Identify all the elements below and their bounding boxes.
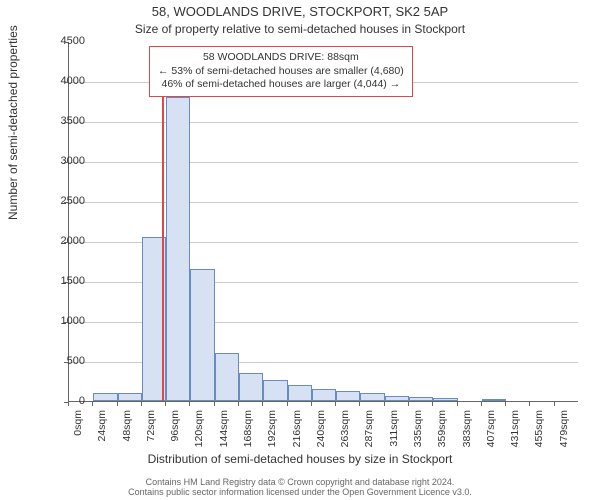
y-tick-mark bbox=[64, 162, 68, 163]
x-tick-label: 120sqm bbox=[193, 410, 205, 460]
marker-line bbox=[162, 93, 164, 401]
footer-attribution: Contains HM Land Registry data © Crown c… bbox=[0, 478, 600, 498]
chart-container: 58, WOODLANDS DRIVE, STOCKPORT, SK2 5AP … bbox=[0, 0, 600, 500]
x-tick-mark bbox=[189, 402, 190, 406]
y-tick-label: 1000 bbox=[35, 315, 85, 327]
histogram-bar bbox=[336, 391, 360, 401]
x-tick-mark bbox=[505, 402, 506, 406]
x-tick-mark bbox=[335, 402, 336, 406]
x-tick-label: 383sqm bbox=[461, 410, 473, 460]
x-tick-label: 192sqm bbox=[266, 410, 278, 460]
histogram-bar bbox=[190, 269, 214, 401]
y-tick-mark bbox=[64, 282, 68, 283]
x-tick-label: 0sqm bbox=[72, 410, 84, 460]
x-tick-mark bbox=[238, 402, 239, 406]
histogram-bar bbox=[215, 353, 239, 401]
gridline bbox=[69, 162, 578, 163]
x-tick-label: 359sqm bbox=[436, 410, 448, 460]
x-tick-label: 455sqm bbox=[533, 410, 545, 460]
plot-area: 58 WOODLANDS DRIVE: 88sqm ← 53% of semi-… bbox=[68, 42, 578, 402]
gridline bbox=[69, 122, 578, 123]
y-tick-label: 1500 bbox=[35, 275, 85, 287]
y-tick-label: 0 bbox=[35, 395, 85, 407]
x-tick-label: 407sqm bbox=[485, 410, 497, 460]
histogram-bar bbox=[263, 380, 287, 401]
y-tick-mark bbox=[64, 322, 68, 323]
x-tick-mark bbox=[165, 402, 166, 406]
footer-line2: Contains public sector information licen… bbox=[0, 488, 600, 498]
chart-subtitle: Size of property relative to semi-detach… bbox=[0, 22, 600, 36]
x-tick-mark bbox=[68, 402, 69, 406]
marker-annotation: 58 WOODLANDS DRIVE: 88sqm ← 53% of semi-… bbox=[149, 46, 413, 97]
histogram-bar bbox=[409, 397, 433, 401]
histogram-bar bbox=[118, 393, 142, 401]
histogram-bar bbox=[360, 393, 384, 401]
x-tick-label: 168sqm bbox=[242, 410, 254, 460]
x-tick-label: 144sqm bbox=[218, 410, 230, 460]
histogram-bar bbox=[385, 396, 409, 401]
x-tick-label: 216sqm bbox=[291, 410, 303, 460]
y-tick-mark bbox=[64, 82, 68, 83]
y-tick-mark bbox=[64, 362, 68, 363]
x-tick-mark bbox=[359, 402, 360, 406]
y-tick-mark bbox=[64, 242, 68, 243]
x-tick-mark bbox=[554, 402, 555, 406]
x-tick-label: 48sqm bbox=[121, 410, 133, 460]
x-tick-label: 479sqm bbox=[558, 410, 570, 460]
x-tick-label: 24sqm bbox=[96, 410, 108, 460]
histogram-bar bbox=[288, 385, 312, 401]
annotation-line3: 46% of semi-detached houses are larger (… bbox=[158, 78, 404, 92]
gridline bbox=[69, 202, 578, 203]
histogram-bar bbox=[433, 398, 457, 401]
histogram-bar bbox=[93, 393, 117, 401]
y-tick-label: 500 bbox=[35, 355, 85, 367]
y-tick-label: 2500 bbox=[35, 195, 85, 207]
histogram-bar bbox=[166, 97, 190, 401]
y-tick-mark bbox=[64, 202, 68, 203]
chart-title: 58, WOODLANDS DRIVE, STOCKPORT, SK2 5AP bbox=[0, 4, 600, 19]
x-tick-mark bbox=[214, 402, 215, 406]
x-tick-label: 96sqm bbox=[169, 410, 181, 460]
x-tick-label: 72sqm bbox=[145, 410, 157, 460]
x-tick-mark bbox=[262, 402, 263, 406]
y-tick-label: 3000 bbox=[35, 155, 85, 167]
x-tick-mark bbox=[529, 402, 530, 406]
y-tick-label: 3500 bbox=[35, 115, 85, 127]
y-axis-label: Number of semi-detached properties bbox=[6, 25, 20, 220]
y-tick-label: 4500 bbox=[35, 35, 85, 47]
histogram-bar bbox=[239, 373, 263, 401]
annotation-line1: 58 WOODLANDS DRIVE: 88sqm bbox=[158, 51, 404, 65]
x-tick-mark bbox=[432, 402, 433, 406]
x-tick-mark bbox=[408, 402, 409, 406]
x-tick-label: 287sqm bbox=[363, 410, 375, 460]
x-tick-mark bbox=[481, 402, 482, 406]
y-tick-label: 4000 bbox=[35, 75, 85, 87]
y-tick-mark bbox=[64, 42, 68, 43]
x-tick-label: 240sqm bbox=[315, 410, 327, 460]
x-tick-mark bbox=[457, 402, 458, 406]
x-tick-mark bbox=[92, 402, 93, 406]
x-tick-label: 263sqm bbox=[339, 410, 351, 460]
x-tick-label: 335sqm bbox=[412, 410, 424, 460]
x-tick-mark bbox=[384, 402, 385, 406]
histogram-bar bbox=[312, 389, 336, 401]
x-tick-label: 431sqm bbox=[509, 410, 521, 460]
x-tick-mark bbox=[141, 402, 142, 406]
annotation-line2: ← 53% of semi-detached houses are smalle… bbox=[158, 65, 404, 79]
x-tick-mark bbox=[287, 402, 288, 406]
x-tick-mark bbox=[117, 402, 118, 406]
histogram-bar bbox=[482, 399, 506, 401]
x-tick-label: 311sqm bbox=[388, 410, 400, 460]
y-tick-mark bbox=[64, 122, 68, 123]
x-tick-mark bbox=[311, 402, 312, 406]
y-tick-label: 2000 bbox=[35, 235, 85, 247]
